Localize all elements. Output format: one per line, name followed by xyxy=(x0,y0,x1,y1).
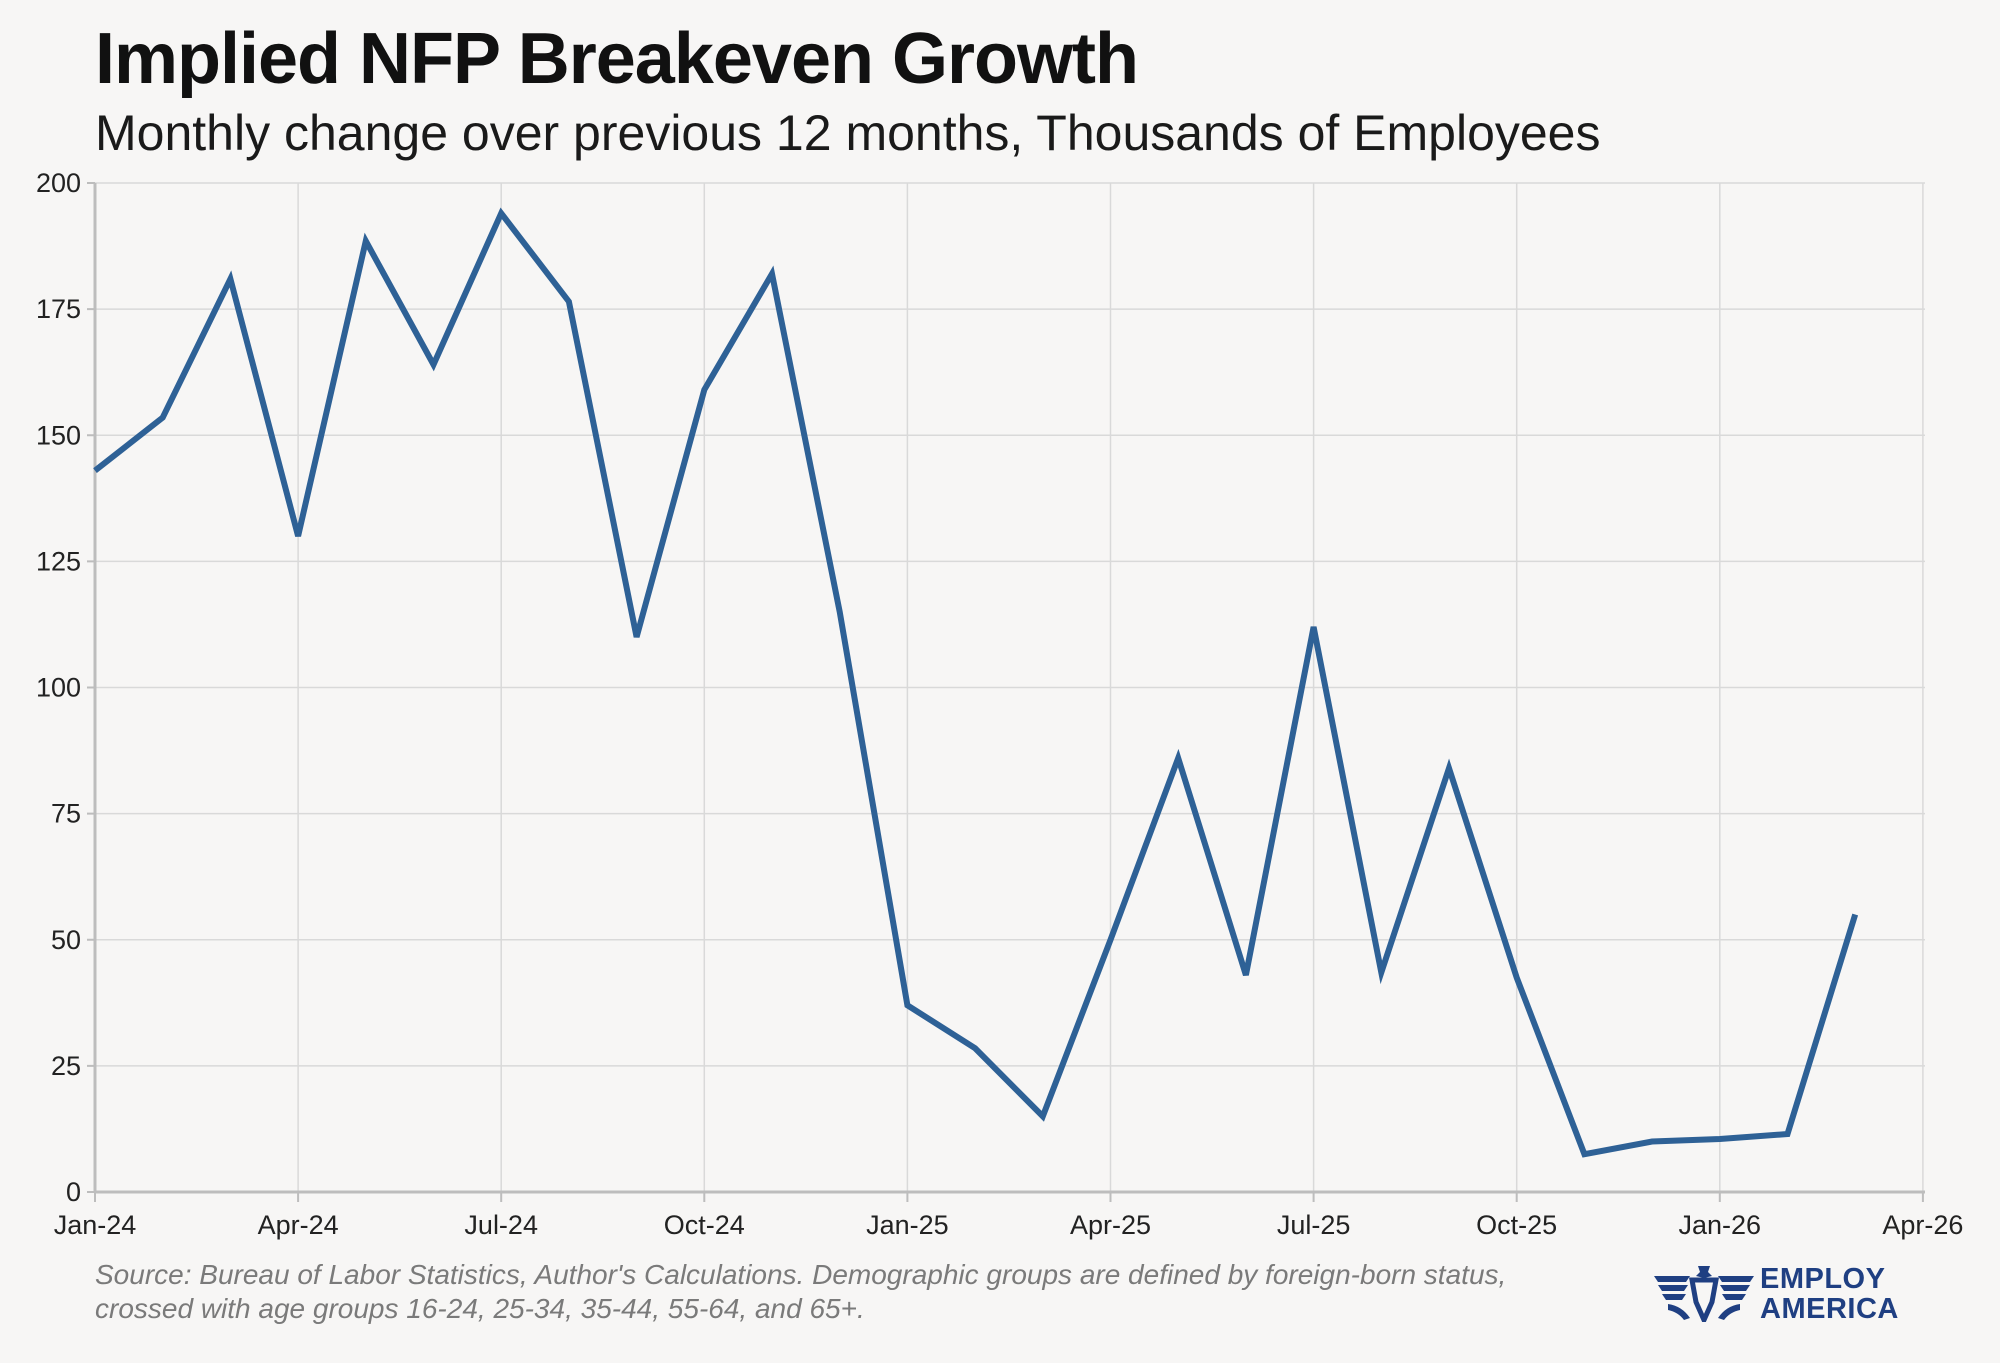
y-tick-label: 200 xyxy=(36,168,81,198)
y-tick-label: 0 xyxy=(66,1177,81,1207)
employ-america-logo: EMPLOY AMERICA xyxy=(1652,1262,1922,1324)
y-tick-label: 75 xyxy=(51,799,81,829)
y-tick-label: 50 xyxy=(51,925,81,955)
x-tick-label: Oct-25 xyxy=(1476,1210,1557,1240)
x-tick-label: Apr-25 xyxy=(1070,1210,1151,1240)
logo-text: EMPLOY AMERICA xyxy=(1760,1264,1899,1324)
x-tick-label: Jan-25 xyxy=(866,1210,949,1240)
source-note: Source: Bureau of Labor Statistics, Auth… xyxy=(95,1259,1507,1324)
x-gridlines xyxy=(297,183,1924,1192)
series-line xyxy=(93,207,1859,1158)
chart-title: Implied NFP Breakeven Growth xyxy=(95,19,1139,99)
y-tick-label: 175 xyxy=(36,294,81,324)
series-group xyxy=(93,207,1859,1158)
x-tick-label: Jul-24 xyxy=(464,1210,538,1240)
x-tick-label: Apr-26 xyxy=(1882,1210,1963,1240)
y-gridlines xyxy=(95,182,1925,1067)
y-tick-label: 100 xyxy=(36,673,81,703)
chart-subtitle: Monthly change over previous 12 months, … xyxy=(95,105,1601,161)
eagle-icon xyxy=(1654,1266,1754,1322)
x-tick-label: Jan-26 xyxy=(1679,1210,1762,1240)
x-tick-labels: Jan-24 Apr-24 Jul-24 Oct-24 Jan-25 Apr-25 Jul-… xyxy=(54,1210,1964,1240)
y-tick-label: 25 xyxy=(51,1051,81,1081)
x-tick-label: Oct-24 xyxy=(664,1210,745,1240)
x-tick-label: Apr-24 xyxy=(258,1210,339,1240)
y-tick-label: 125 xyxy=(36,546,81,576)
y-tick-label: 150 xyxy=(36,420,81,450)
logo-line2: AMERICA xyxy=(1760,1293,1899,1325)
x-tick-label: Jul-25 xyxy=(1277,1210,1351,1240)
x-tick-label: Jan-24 xyxy=(54,1210,137,1240)
logo-line1: EMPLOY xyxy=(1760,1263,1886,1295)
axes xyxy=(87,182,1925,1202)
y-tick-labels: 0 25 50 75 100 125 150 175 200 xyxy=(36,168,81,1207)
